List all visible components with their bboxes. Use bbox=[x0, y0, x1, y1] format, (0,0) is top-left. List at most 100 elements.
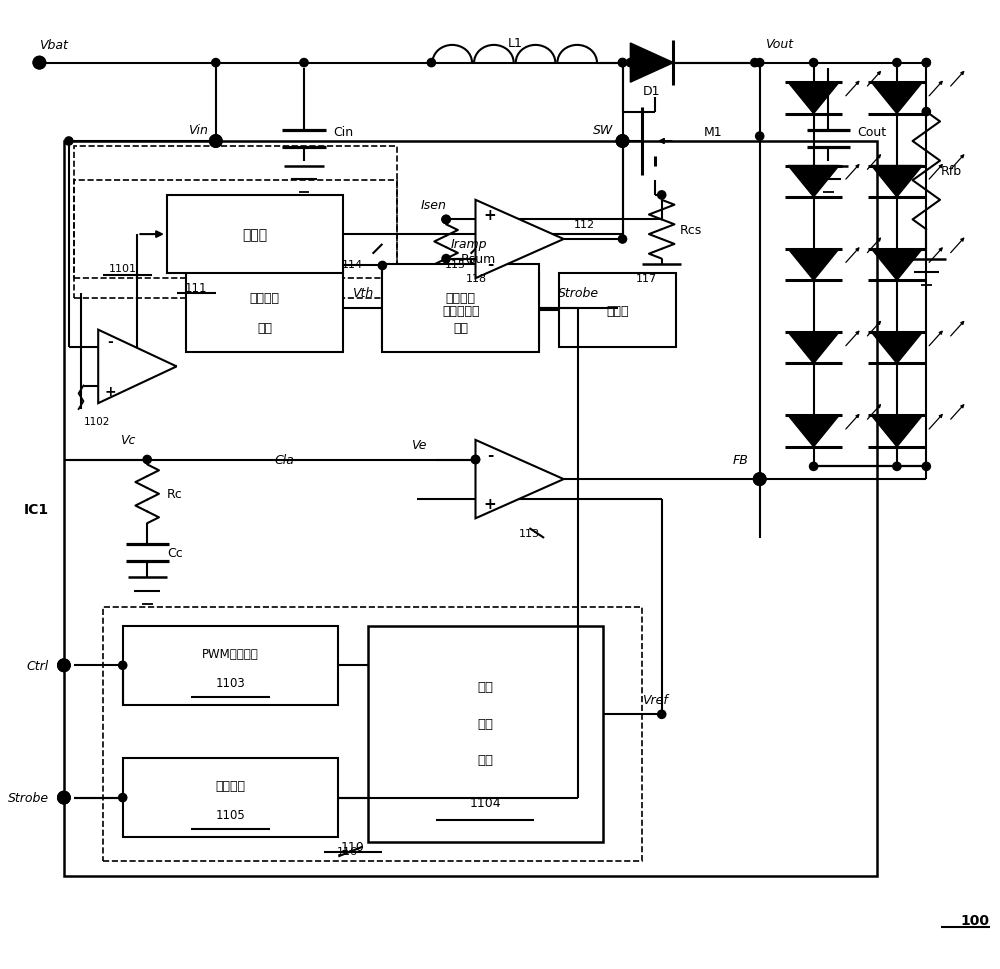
Text: 100: 100 bbox=[961, 913, 990, 927]
Bar bbox=[167, 196, 343, 274]
Text: Cc: Cc bbox=[167, 547, 183, 559]
Circle shape bbox=[471, 455, 480, 464]
Circle shape bbox=[618, 138, 627, 146]
Text: Rc: Rc bbox=[167, 487, 183, 501]
Text: D1: D1 bbox=[643, 84, 661, 98]
Text: 1102: 1102 bbox=[84, 417, 110, 426]
Circle shape bbox=[119, 794, 127, 802]
Circle shape bbox=[658, 192, 666, 200]
Text: 115: 115 bbox=[445, 260, 466, 269]
Text: Vc: Vc bbox=[120, 434, 135, 447]
Circle shape bbox=[754, 474, 766, 485]
Circle shape bbox=[809, 463, 818, 471]
Circle shape bbox=[65, 138, 73, 146]
Bar bbox=[64, 141, 877, 876]
Circle shape bbox=[617, 136, 628, 147]
Circle shape bbox=[210, 136, 222, 147]
Text: Strobe: Strobe bbox=[8, 792, 49, 804]
Circle shape bbox=[143, 455, 151, 464]
Text: 1105: 1105 bbox=[216, 808, 245, 822]
Polygon shape bbox=[871, 332, 922, 364]
Text: Cout: Cout bbox=[858, 126, 887, 139]
Circle shape bbox=[300, 59, 308, 68]
Text: IC1: IC1 bbox=[24, 502, 49, 516]
Circle shape bbox=[922, 109, 930, 116]
Text: 模块: 模块 bbox=[477, 754, 493, 766]
Text: 斜坡发生器: 斜坡发生器 bbox=[442, 304, 480, 317]
Text: -: - bbox=[487, 257, 493, 271]
Polygon shape bbox=[871, 250, 922, 281]
Circle shape bbox=[119, 662, 127, 670]
Circle shape bbox=[618, 59, 627, 68]
Text: Vth: Vth bbox=[352, 287, 373, 300]
Text: 117: 117 bbox=[636, 274, 657, 284]
Circle shape bbox=[442, 216, 450, 224]
Text: Isen: Isen bbox=[420, 199, 446, 212]
Circle shape bbox=[756, 133, 764, 141]
Text: Rsum: Rsum bbox=[461, 253, 496, 266]
Polygon shape bbox=[788, 83, 839, 114]
Circle shape bbox=[922, 59, 930, 68]
Circle shape bbox=[922, 59, 930, 68]
Text: 振荡器: 振荡器 bbox=[606, 304, 629, 317]
Text: -: - bbox=[487, 448, 493, 462]
Bar bbox=[559, 274, 676, 348]
Circle shape bbox=[756, 476, 764, 484]
Text: 118: 118 bbox=[466, 274, 487, 284]
Text: PWM延时控制: PWM延时控制 bbox=[202, 647, 259, 660]
Text: 113: 113 bbox=[519, 528, 540, 539]
Polygon shape bbox=[871, 167, 922, 198]
Circle shape bbox=[442, 216, 450, 224]
Text: Vref: Vref bbox=[642, 694, 668, 706]
Text: Strobe: Strobe bbox=[558, 287, 599, 300]
Text: Cla: Cla bbox=[274, 453, 294, 466]
Circle shape bbox=[378, 262, 387, 270]
Text: 电路: 电路 bbox=[257, 321, 272, 334]
Text: 电路: 电路 bbox=[453, 321, 468, 334]
Circle shape bbox=[658, 710, 666, 719]
Circle shape bbox=[893, 463, 901, 471]
Polygon shape bbox=[788, 167, 839, 198]
Polygon shape bbox=[630, 44, 673, 83]
Text: 110: 110 bbox=[341, 840, 365, 854]
Polygon shape bbox=[871, 416, 922, 448]
Polygon shape bbox=[788, 332, 839, 364]
Bar bbox=[368, 626, 603, 842]
Text: Vbat: Vbat bbox=[39, 40, 68, 52]
Text: 关断模块: 关断模块 bbox=[216, 779, 246, 793]
Bar bbox=[382, 274, 539, 348]
Text: 电压钳位: 电压钳位 bbox=[250, 292, 280, 304]
Circle shape bbox=[922, 463, 930, 471]
Text: SW: SW bbox=[592, 124, 613, 137]
Circle shape bbox=[626, 59, 634, 68]
Text: 114: 114 bbox=[342, 260, 363, 269]
Text: 钳位控制: 钳位控制 bbox=[446, 292, 476, 304]
Text: 111: 111 bbox=[185, 282, 207, 296]
Text: Rfb: Rfb bbox=[941, 165, 962, 177]
Text: Vout: Vout bbox=[765, 38, 793, 50]
Text: Ctrl: Ctrl bbox=[27, 659, 49, 672]
Text: +: + bbox=[484, 496, 497, 512]
Text: L1: L1 bbox=[507, 37, 522, 49]
Text: +: + bbox=[484, 207, 497, 223]
Polygon shape bbox=[871, 83, 922, 114]
Bar bbox=[103, 607, 642, 861]
Text: 112: 112 bbox=[574, 220, 595, 230]
Circle shape bbox=[442, 255, 450, 264]
Circle shape bbox=[212, 59, 220, 68]
Circle shape bbox=[756, 476, 764, 484]
Circle shape bbox=[751, 59, 759, 68]
Text: 116: 116 bbox=[337, 847, 358, 857]
Bar bbox=[186, 265, 343, 353]
Polygon shape bbox=[98, 330, 177, 404]
Text: Cin: Cin bbox=[333, 126, 354, 139]
Text: Vin: Vin bbox=[188, 124, 208, 137]
Bar bbox=[74, 146, 397, 298]
Text: Iramp: Iramp bbox=[451, 238, 488, 251]
Circle shape bbox=[471, 455, 480, 464]
Text: 控制: 控制 bbox=[477, 717, 493, 730]
Bar bbox=[123, 759, 338, 837]
Circle shape bbox=[58, 792, 70, 803]
Circle shape bbox=[427, 59, 436, 68]
Polygon shape bbox=[788, 416, 839, 448]
